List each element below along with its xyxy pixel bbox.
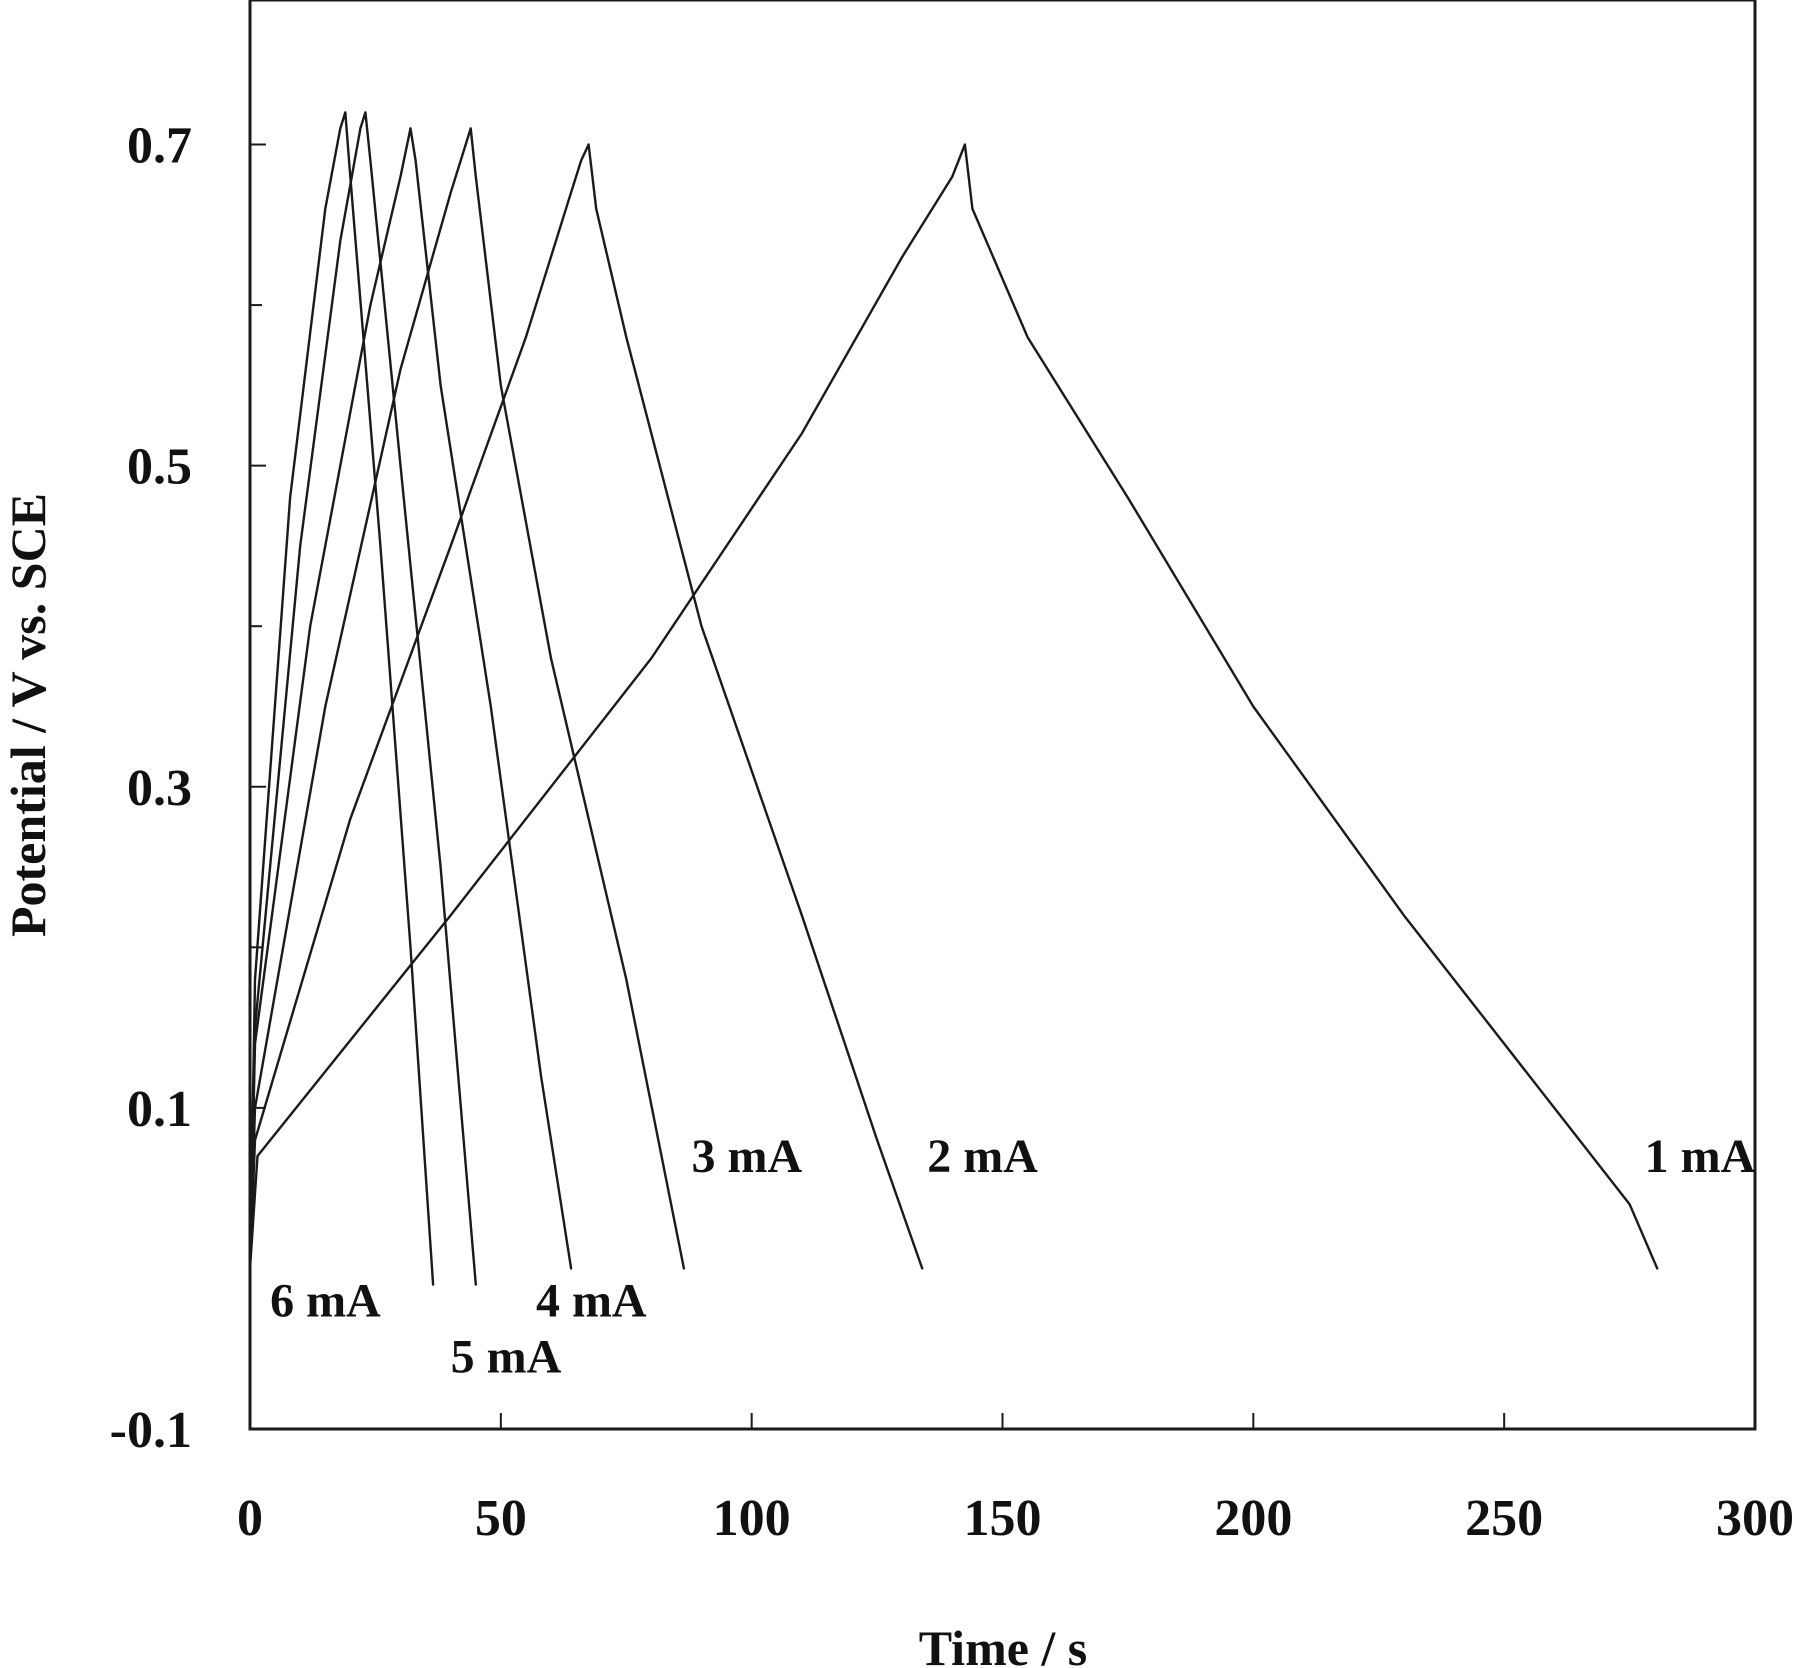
series-label-3-ma: 3 mA	[691, 1130, 802, 1183]
series-line-1-ma	[248, 143, 1659, 1270]
y-tick-label: 0.7	[127, 118, 192, 175]
ticks-layer	[249, 143, 1756, 1430]
x-tick-label: 0	[237, 1490, 263, 1547]
series-label-4-ma: 4 mA	[536, 1275, 647, 1328]
series-line-6-ma	[248, 111, 435, 1286]
x-axis-label: Time / s	[919, 1620, 1088, 1668]
labels-layer: 0 50 100 150 200 250 300 -0.1 0.1 0.3 0.5 0.7 1 mA 2 …	[110, 118, 1794, 1547]
y-axis-label: Potential / V vs. SCE	[0, 493, 56, 937]
x-tick-label: 100	[713, 1490, 791, 1547]
series-label-1-ma: 1 mA	[1645, 1130, 1756, 1183]
x-tick-label: 50	[475, 1490, 527, 1547]
series-line-4-ma	[248, 127, 573, 1270]
series-label-6-ma: 6 mA	[270, 1275, 381, 1328]
series-line-3-ma	[248, 127, 686, 1270]
y-tick-label: 0.1	[127, 1081, 192, 1138]
x-tick-label: 300	[1716, 1490, 1794, 1547]
plot-frame	[248, 0, 1757, 1431]
y-tick-label: 0.5	[127, 439, 192, 496]
x-tick-label: 200	[1214, 1490, 1292, 1547]
y-tick-label: -0.1	[110, 1402, 192, 1459]
series-label-5-ma: 5 mA	[451, 1331, 562, 1384]
series-line-5-ma	[248, 111, 477, 1286]
series-label-2-ma: 2 mA	[927, 1130, 1038, 1183]
x-tick-label: 250	[1465, 1490, 1543, 1547]
x-tick-label: 150	[964, 1490, 1042, 1547]
series-line-2-ma	[248, 143, 924, 1270]
y-tick-label: 0.3	[127, 760, 192, 817]
series-layer	[248, 111, 1659, 1286]
